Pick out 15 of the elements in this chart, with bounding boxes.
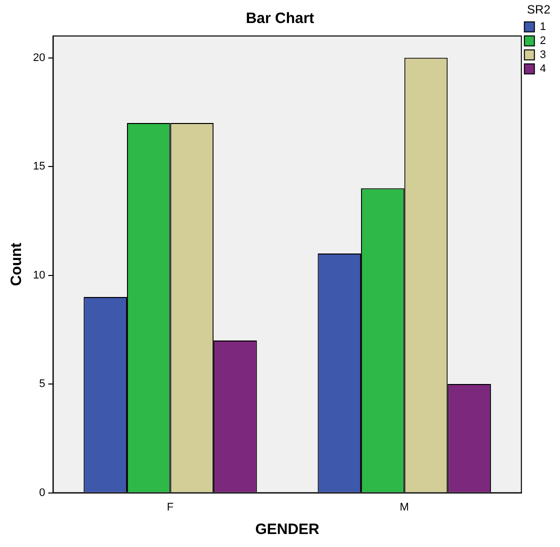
legend-label: 4 [540,62,546,75]
y-tick-label: 0 [39,486,46,499]
x-tick-label: F [166,501,174,514]
legend-title: SR2 [527,2,551,16]
y-tick-label: 5 [39,378,46,390]
x-axis-title: GENDER [255,521,320,538]
x-tick-label: M [400,501,409,514]
chart-title: Bar Chart [246,10,314,28]
legend-label: 3 [540,48,546,61]
y-tick-label: 10 [32,269,46,282]
y-tick-label: 20 [32,52,46,64]
legend-label: 1 [540,20,546,33]
legend-label: 2 [540,34,546,47]
y-axis-title: Count [8,242,26,286]
y-tick-label: 15 [32,160,46,173]
